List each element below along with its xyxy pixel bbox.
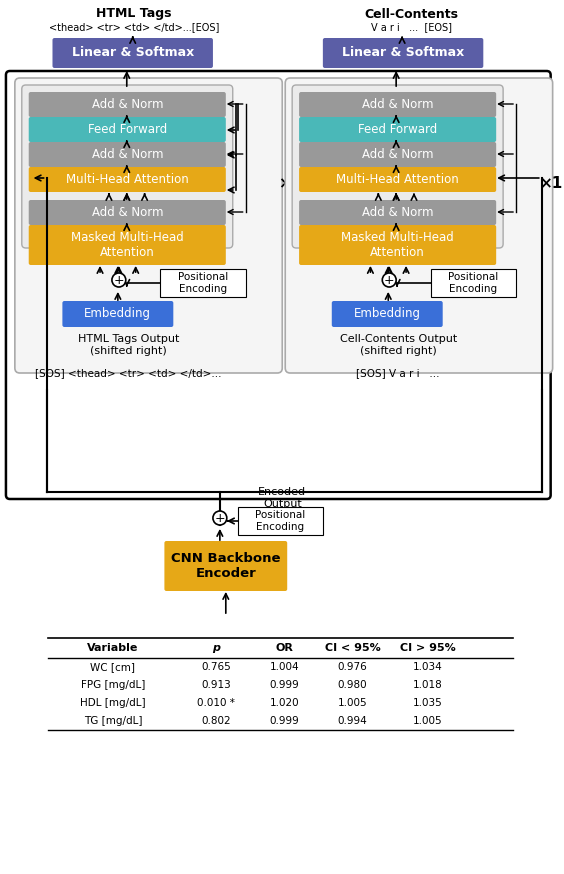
Text: Add & Norm: Add & Norm <box>91 148 163 161</box>
Bar <box>431 269 516 297</box>
FancyBboxPatch shape <box>164 541 287 591</box>
Circle shape <box>112 273 126 287</box>
Bar <box>237 507 323 535</box>
Text: Add & Norm: Add & Norm <box>91 98 163 111</box>
Text: [SOS] <thead> <tr> <td> </td>...: [SOS] <thead> <tr> <td> </td>... <box>36 368 222 378</box>
Text: [SOS] V a r i   ...: [SOS] V a r i ... <box>356 368 440 378</box>
FancyBboxPatch shape <box>29 225 226 265</box>
Text: CI < 95%: CI < 95% <box>325 643 381 653</box>
Text: 0.802: 0.802 <box>201 716 231 726</box>
Text: Encoded
Output: Encoded Output <box>258 487 306 509</box>
Text: Variable: Variable <box>87 643 139 653</box>
FancyBboxPatch shape <box>29 92 226 117</box>
Text: p: p <box>212 643 220 653</box>
Text: 1.020: 1.020 <box>270 698 299 708</box>
Text: TG [mg/dL]: TG [mg/dL] <box>83 716 142 726</box>
Text: Add & Norm: Add & Norm <box>362 98 433 111</box>
Text: +: + <box>384 274 395 287</box>
FancyBboxPatch shape <box>299 167 496 192</box>
FancyBboxPatch shape <box>52 38 213 68</box>
FancyBboxPatch shape <box>285 78 553 373</box>
FancyBboxPatch shape <box>323 38 483 68</box>
Text: OR: OR <box>275 643 293 653</box>
Text: Embedding: Embedding <box>354 308 421 321</box>
Text: 1.005: 1.005 <box>413 716 443 726</box>
Circle shape <box>382 273 396 287</box>
Bar <box>160 269 245 297</box>
Text: 0.980: 0.980 <box>338 680 367 690</box>
Text: +: + <box>214 511 225 524</box>
Text: Multi-Head Attention: Multi-Head Attention <box>336 173 459 186</box>
Text: Positional
Encoding: Positional Encoding <box>448 272 499 294</box>
Text: Add & Norm: Add & Norm <box>91 206 163 219</box>
FancyBboxPatch shape <box>29 167 226 192</box>
Text: Linear & Softmax: Linear & Softmax <box>72 46 194 59</box>
FancyBboxPatch shape <box>29 200 226 225</box>
Text: <thead> <tr> <td> </td>...[EOS]: <thead> <tr> <td> </td>...[EOS] <box>49 22 219 32</box>
Text: HDL [mg/dL]: HDL [mg/dL] <box>80 698 146 708</box>
Text: ×3: ×3 <box>279 176 302 191</box>
Text: Add & Norm: Add & Norm <box>362 206 433 219</box>
Text: Positional
Encoding: Positional Encoding <box>178 272 228 294</box>
FancyBboxPatch shape <box>299 117 496 142</box>
Circle shape <box>213 511 227 525</box>
Text: 0.999: 0.999 <box>270 680 299 690</box>
FancyBboxPatch shape <box>292 85 503 248</box>
Text: Linear & Softmax: Linear & Softmax <box>342 46 464 59</box>
FancyBboxPatch shape <box>332 301 443 327</box>
Text: WC [cm]: WC [cm] <box>90 662 135 672</box>
FancyBboxPatch shape <box>299 92 496 117</box>
FancyBboxPatch shape <box>299 225 496 265</box>
Text: +: + <box>113 274 124 287</box>
Text: Cell-Contents Output
(shifted right): Cell-Contents Output (shifted right) <box>340 334 457 357</box>
FancyBboxPatch shape <box>299 142 496 167</box>
Text: 0.994: 0.994 <box>338 716 368 726</box>
Text: Multi-Head Attention: Multi-Head Attention <box>66 173 188 186</box>
FancyBboxPatch shape <box>29 142 226 167</box>
FancyBboxPatch shape <box>63 301 173 327</box>
Text: Positional
Encoding: Positional Encoding <box>255 510 305 531</box>
Text: 0.765: 0.765 <box>201 662 231 672</box>
FancyBboxPatch shape <box>29 117 226 142</box>
Text: V a r i   ...  [EOS]: V a r i ... [EOS] <box>371 22 452 32</box>
Text: CNN Backbone
Encoder: CNN Backbone Encoder <box>171 552 280 580</box>
Text: 0.010 *: 0.010 * <box>197 698 235 708</box>
Text: Embedding: Embedding <box>85 308 151 321</box>
Text: Feed Forward: Feed Forward <box>87 123 167 136</box>
Text: 0.913: 0.913 <box>201 680 231 690</box>
FancyBboxPatch shape <box>22 85 233 248</box>
Text: CI > 95%: CI > 95% <box>400 643 456 653</box>
Text: Feed Forward: Feed Forward <box>358 123 437 136</box>
Text: 1.035: 1.035 <box>413 698 443 708</box>
FancyBboxPatch shape <box>15 78 282 373</box>
Text: 0.999: 0.999 <box>270 716 299 726</box>
Text: FPG [mg/dL]: FPG [mg/dL] <box>81 680 145 690</box>
Text: Add & Norm: Add & Norm <box>362 148 433 161</box>
Text: 0.976: 0.976 <box>338 662 368 672</box>
Text: 1.004: 1.004 <box>270 662 299 672</box>
Text: Masked Multi-Head
Attention: Masked Multi-Head Attention <box>71 231 184 259</box>
Text: 1.018: 1.018 <box>413 680 443 690</box>
Text: Cell-Contents: Cell-Contents <box>364 8 458 20</box>
Text: 1.034: 1.034 <box>413 662 443 672</box>
Text: 1.005: 1.005 <box>338 698 367 708</box>
Text: HTML Tags Output
(shifted right): HTML Tags Output (shifted right) <box>78 334 179 357</box>
Text: HTML Tags: HTML Tags <box>96 8 171 20</box>
Text: ×1: ×1 <box>539 176 562 191</box>
FancyBboxPatch shape <box>299 200 496 225</box>
Text: Masked Multi-Head
Attention: Masked Multi-Head Attention <box>341 231 454 259</box>
